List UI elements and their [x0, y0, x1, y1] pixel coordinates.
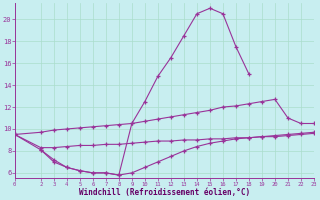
X-axis label: Windchill (Refroidissement éolien,°C): Windchill (Refroidissement éolien,°C) [79, 188, 250, 197]
